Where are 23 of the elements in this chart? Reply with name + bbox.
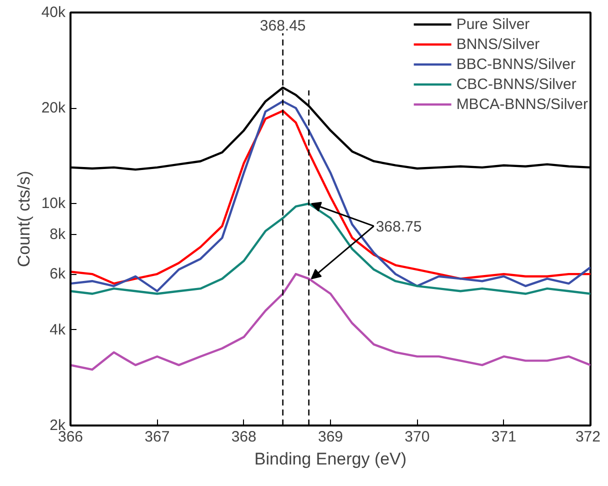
y-tick-label: 40k	[41, 4, 66, 21]
y-tick-label: 6k	[50, 266, 66, 283]
y-tick-label: 8k	[50, 226, 66, 243]
annotation: 368.75	[376, 218, 422, 236]
y-tick-label: 4k	[50, 321, 66, 338]
legend-label: MBCA-BNNS/Silver	[456, 96, 588, 112]
legend-label: BBC-BNNS/Silver	[456, 56, 576, 72]
y-tick-label: 20k	[41, 100, 66, 117]
x-tick-label: 367	[144, 428, 170, 446]
x-tick-label: 369	[318, 428, 344, 446]
x-tick-label: 371	[491, 428, 516, 446]
x-tick-label: 372	[575, 428, 601, 446]
x-axis-title: Binding Energy (eV)	[254, 450, 407, 468]
ref-line-label: 368.45	[260, 17, 306, 34]
line-series	[70, 202, 590, 295]
y-tick-label: 10k	[41, 195, 66, 212]
legend-label: Pure Silver	[456, 16, 530, 32]
legend-label: CBC-BNNS/Silver	[456, 76, 576, 92]
x-tick-label: 368	[231, 428, 256, 446]
y-axis-title: Count( cts/s)	[14, 170, 34, 268]
legend-label: BNNS/Silver	[456, 36, 540, 52]
x-tick-label: 370	[404, 428, 430, 446]
line-series	[70, 272, 590, 371]
